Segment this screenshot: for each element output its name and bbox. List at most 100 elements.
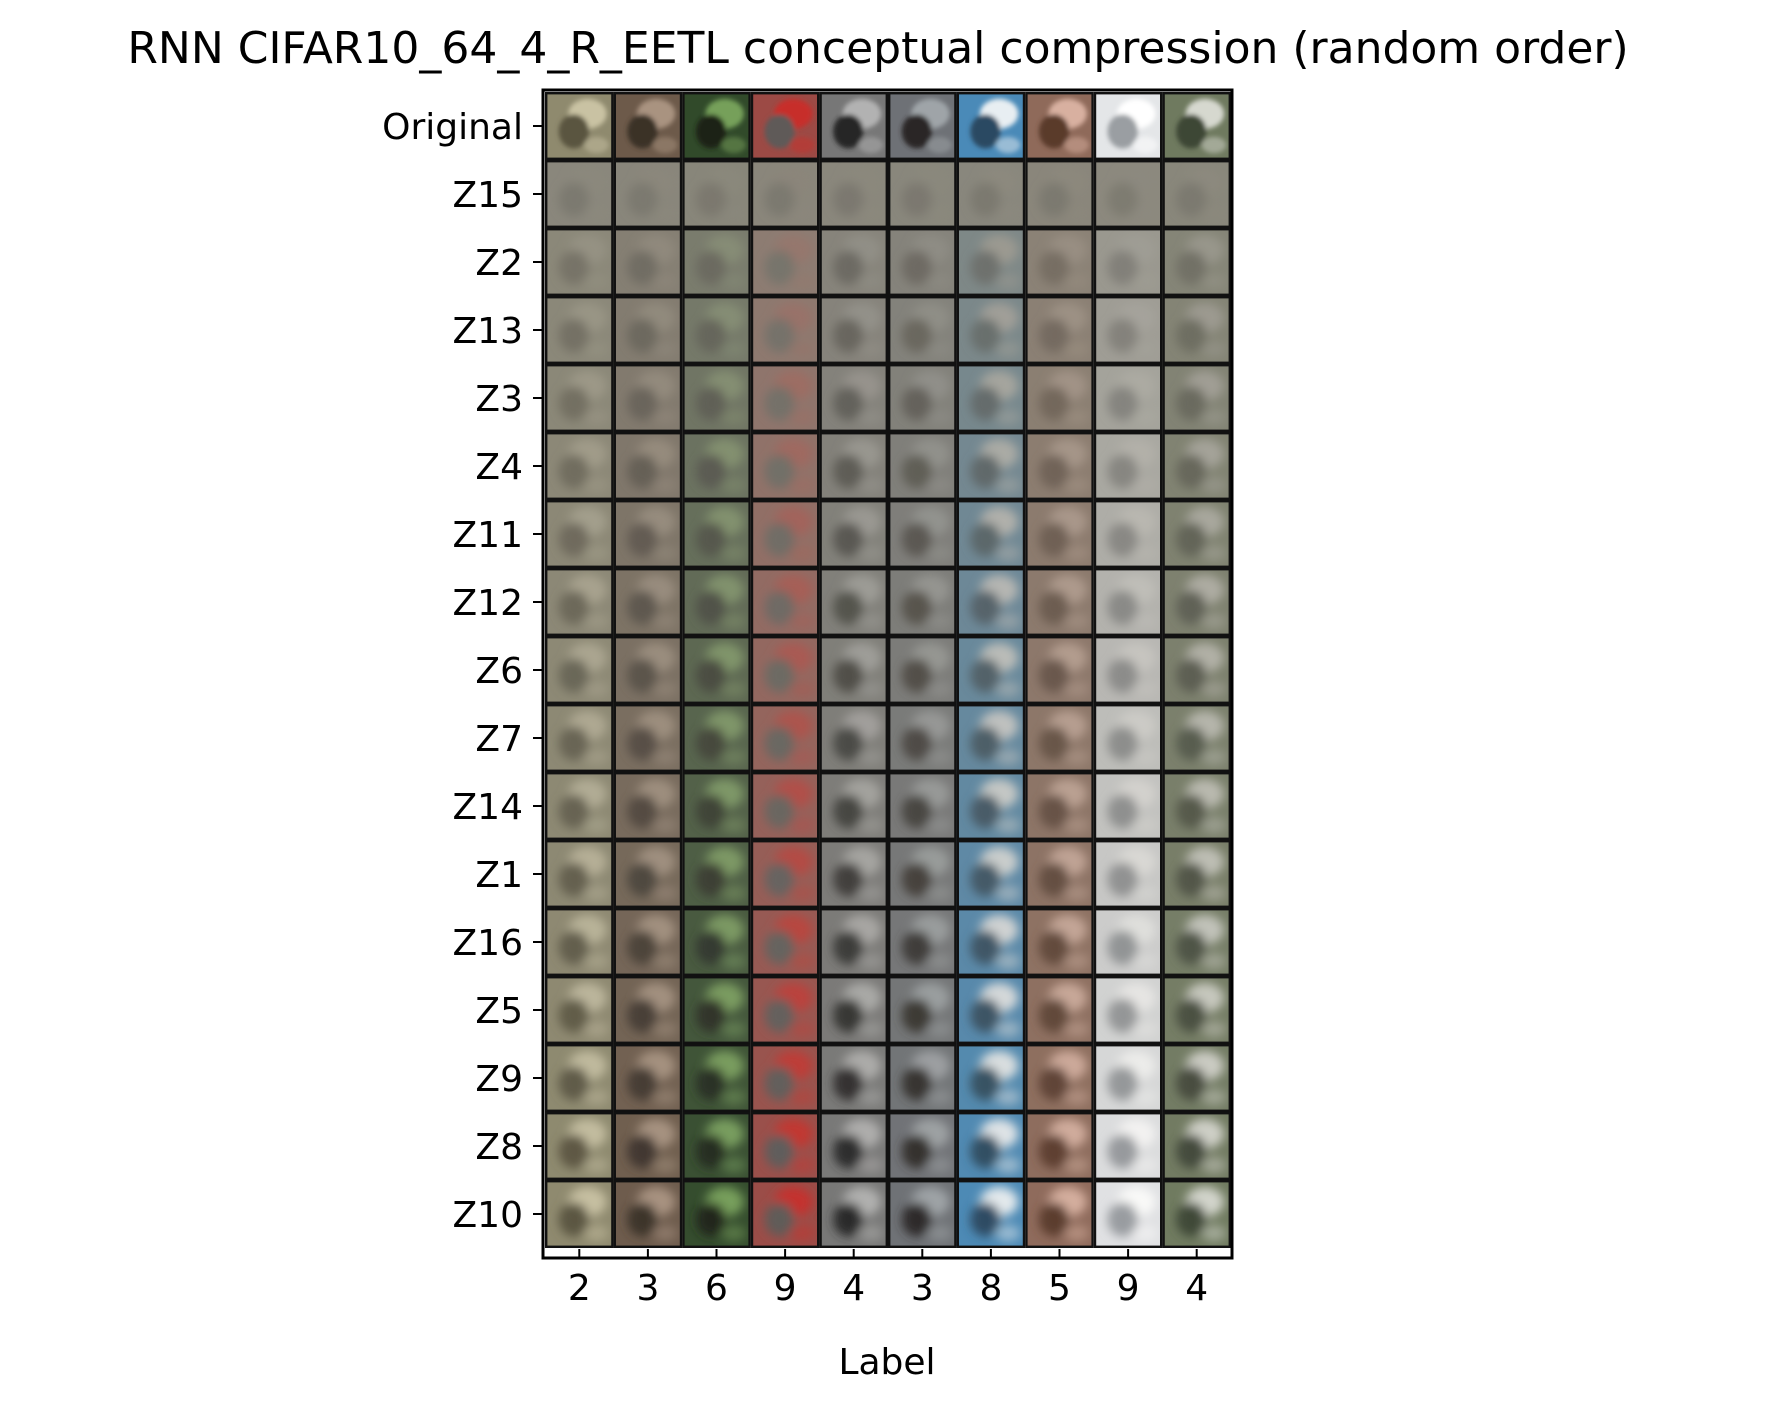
grid-cell <box>614 976 683 1044</box>
grid-cell <box>682 432 751 500</box>
grid-cell <box>751 92 820 160</box>
grid-cell <box>751 976 820 1044</box>
grid-cell <box>682 500 751 568</box>
grid-cell <box>682 908 751 976</box>
grid-cell <box>819 908 888 976</box>
grid-cell <box>1094 976 1163 1044</box>
grid-cell <box>819 296 888 364</box>
grid-cell <box>1025 636 1094 704</box>
grid-cell <box>545 500 614 568</box>
grid-cell <box>957 568 1026 636</box>
grid-cell <box>819 568 888 636</box>
grid-cell <box>614 1112 683 1180</box>
grid-cell <box>614 500 683 568</box>
grid-cell <box>1094 568 1163 636</box>
grid-cell <box>614 636 683 704</box>
x-axis-label: Label <box>838 1342 935 1383</box>
grid-cell <box>682 160 751 228</box>
grid-cell <box>1025 432 1094 500</box>
grid-cell <box>1025 772 1094 840</box>
y-tick-label: Z6 <box>475 651 523 692</box>
grid-cell <box>1162 432 1231 500</box>
x-tick-label: 8 <box>979 1268 1002 1309</box>
grid-cell <box>819 840 888 908</box>
grid-cell <box>614 432 683 500</box>
grid-cell <box>1094 160 1163 228</box>
grid-cell <box>751 772 820 840</box>
grid-cell <box>1094 840 1163 908</box>
grid-cell <box>957 840 1026 908</box>
grid-cell <box>545 92 614 160</box>
grid-cell <box>957 432 1026 500</box>
grid-cell <box>1025 1044 1094 1112</box>
grid-cell <box>957 296 1026 364</box>
grid-cell <box>957 636 1026 704</box>
grid-cell <box>1094 908 1163 976</box>
grid-cell <box>614 160 683 228</box>
grid-cell <box>1025 840 1094 908</box>
grid-cell <box>545 1112 614 1180</box>
grid-cell <box>614 296 683 364</box>
grid-cell <box>1162 908 1231 976</box>
grid-cell <box>682 228 751 296</box>
grid-cell <box>682 1180 751 1248</box>
grid-cell <box>957 228 1026 296</box>
grid-cell <box>751 364 820 432</box>
grid-cell <box>957 908 1026 976</box>
grid-cell <box>888 1044 957 1112</box>
chart-title: RNN CIFAR10_64_4_R_EETL conceptual compr… <box>127 23 1628 74</box>
grid-cell <box>751 160 820 228</box>
x-tick-label: 4 <box>1185 1268 1208 1309</box>
grid-cell <box>682 1044 751 1112</box>
grid-cell <box>1025 500 1094 568</box>
y-tick-label: Z14 <box>453 787 523 828</box>
grid-cell <box>1162 1044 1231 1112</box>
grid-cell <box>888 568 957 636</box>
y-tick-label: Z1 <box>475 855 523 896</box>
grid-cell <box>751 636 820 704</box>
grid-cell <box>819 772 888 840</box>
grid-cell <box>751 432 820 500</box>
grid-cell <box>682 296 751 364</box>
grid-cell <box>888 228 957 296</box>
grid-cell <box>888 840 957 908</box>
grid-cell <box>545 160 614 228</box>
grid-cell <box>545 296 614 364</box>
y-tick-label: Z5 <box>475 991 523 1032</box>
grid-cell <box>1025 704 1094 772</box>
grid-cell <box>545 772 614 840</box>
grid-cell <box>957 976 1026 1044</box>
grid-cell <box>957 1180 1026 1248</box>
grid-cell <box>1094 1180 1163 1248</box>
grid-cell <box>1162 772 1231 840</box>
grid-cell <box>751 296 820 364</box>
grid-cell <box>545 364 614 432</box>
grid-cell <box>819 704 888 772</box>
grid-cell <box>545 840 614 908</box>
grid-cell <box>888 432 957 500</box>
y-axis: OriginalZ15Z2Z13Z3Z4Z11Z12Z6Z7Z14Z1Z16Z5… <box>382 107 543 1236</box>
grid-cell <box>819 976 888 1044</box>
y-tick-label: Z7 <box>475 719 523 760</box>
grid-cell <box>819 92 888 160</box>
grid-cell <box>751 228 820 296</box>
x-tick-label: 9 <box>774 1268 797 1309</box>
grid-cell <box>1162 1112 1231 1180</box>
x-tick-label: 6 <box>705 1268 728 1309</box>
y-tick-label: Z8 <box>475 1127 523 1168</box>
grid-cell <box>1162 364 1231 432</box>
grid-cell <box>1094 704 1163 772</box>
grid-cell <box>545 636 614 704</box>
grid-cell <box>545 1180 614 1248</box>
x-tick-label: 5 <box>1048 1268 1071 1309</box>
grid-cell <box>682 772 751 840</box>
grid-cell <box>682 364 751 432</box>
x-tick-label: 2 <box>568 1268 591 1309</box>
y-tick-label: Z2 <box>475 243 523 284</box>
grid-cell <box>957 704 1026 772</box>
x-tick-label: 9 <box>1117 1268 1140 1309</box>
grid-cell <box>545 568 614 636</box>
grid-cell <box>1025 908 1094 976</box>
grid-cell <box>1094 432 1163 500</box>
